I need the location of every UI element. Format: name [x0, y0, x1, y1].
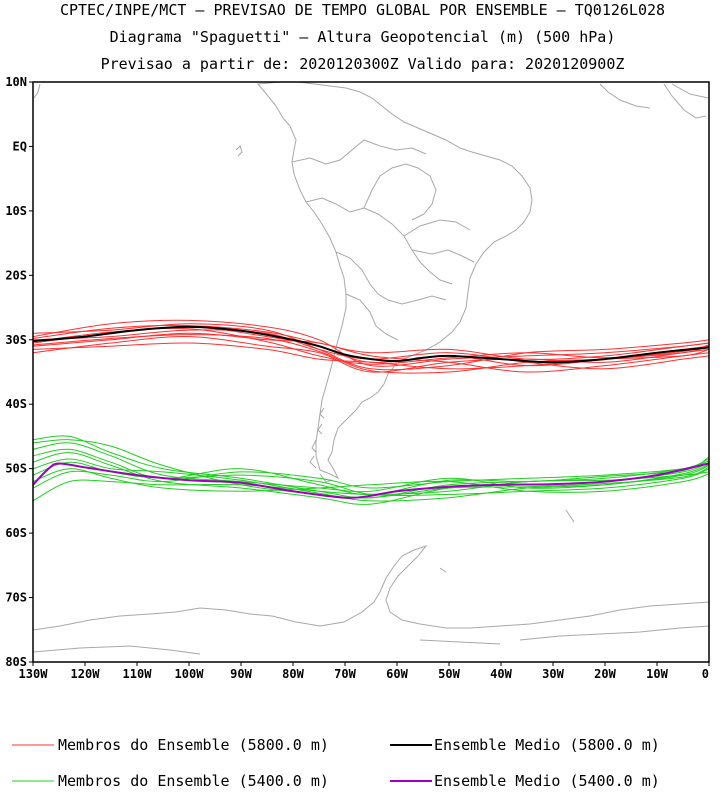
member-5400-line-5 — [33, 460, 709, 489]
lon-tick-label: 120W — [71, 667, 101, 681]
lon-tick-label: 10W — [646, 667, 668, 681]
lon-tick-label: 130W — [19, 667, 49, 681]
patagonia-islands — [309, 407, 333, 483]
contour-lines — [33, 319, 709, 505]
map-frame — [32, 81, 710, 663]
country-borders — [291, 139, 475, 341]
member-5400-line-9 — [33, 468, 709, 493]
lat-tick-label: EQ — [13, 139, 27, 153]
lat-tick-label: 50S — [5, 462, 27, 476]
lat-tick-label: 40S — [5, 397, 27, 411]
lon-tick-label: 50W — [438, 667, 460, 681]
map-title-line-1: CPTEC/INPE/MCT – PREVISAO DE TEMPO GLOBA… — [59, 1, 666, 19]
lon-tick-label: 0 — [702, 667, 709, 681]
member-5800-line-3 — [33, 332, 709, 373]
lat-tick-label: 60S — [5, 526, 27, 540]
member-5400-line-10 — [33, 448, 709, 495]
member-5800-line-9 — [33, 334, 709, 374]
lat-tick-label: 80S — [5, 655, 27, 669]
legend-label-mean-5800: Ensemble Medio (5800.0 m) — [434, 736, 660, 754]
lat-tick-label: 10N — [5, 75, 27, 89]
lat-tick-label: 20S — [5, 268, 27, 282]
member-5800-line-5 — [33, 336, 709, 373]
member-5400-line-7 — [33, 439, 709, 499]
lon-tick-label: 70W — [334, 667, 356, 681]
coastline-outlines — [33, 82, 709, 655]
south-america-coastline — [257, 82, 533, 480]
map-title-line-2: Diagrama "Spaguetti" – Altura Geopotenci… — [109, 28, 616, 46]
ensemble-mean-5800-line — [33, 325, 709, 364]
lon-tick-label: 30W — [542, 667, 564, 681]
lon-tick-label: 90W — [230, 667, 252, 681]
legend-label-members-5800: Membros do Ensemble (5800.0 m) — [58, 736, 329, 754]
central-america-coastline — [33, 83, 709, 157]
member-5800-line-8 — [33, 324, 709, 360]
lat-tick-label: 10S — [5, 204, 27, 218]
lon-tick-label: 60W — [386, 667, 408, 681]
antarctica-coastline — [33, 544, 709, 655]
member-5800-line-4 — [33, 319, 709, 367]
lon-tick-label: 20W — [594, 667, 616, 681]
legend-label-members-5400: Membros do Ensemble (5400.0 m) — [58, 772, 329, 790]
lon-tick-label: 80W — [282, 667, 304, 681]
lon-tick-label: 40W — [490, 667, 512, 681]
legend: Membros do Ensemble (5800.0 m) Ensemble … — [12, 736, 660, 790]
lat-tick-label: 70S — [5, 591, 27, 605]
lat-tick-label: 30S — [5, 333, 27, 347]
member-5400-line-8 — [33, 458, 709, 502]
legend-label-mean-5400: Ensemble Medio (5400.0 m) — [434, 772, 660, 790]
south-georgia-islands — [439, 509, 575, 573]
member-5400-line-6 — [33, 471, 709, 502]
lon-tick-label: 100W — [175, 667, 205, 681]
ensemble-mean-5400-line — [33, 462, 709, 499]
lon-tick-label: 110W — [123, 667, 153, 681]
member-5400-line-1 — [33, 435, 709, 499]
map-title-line-3: Previsao a partir de: 2020120300Z Valido… — [100, 55, 625, 73]
